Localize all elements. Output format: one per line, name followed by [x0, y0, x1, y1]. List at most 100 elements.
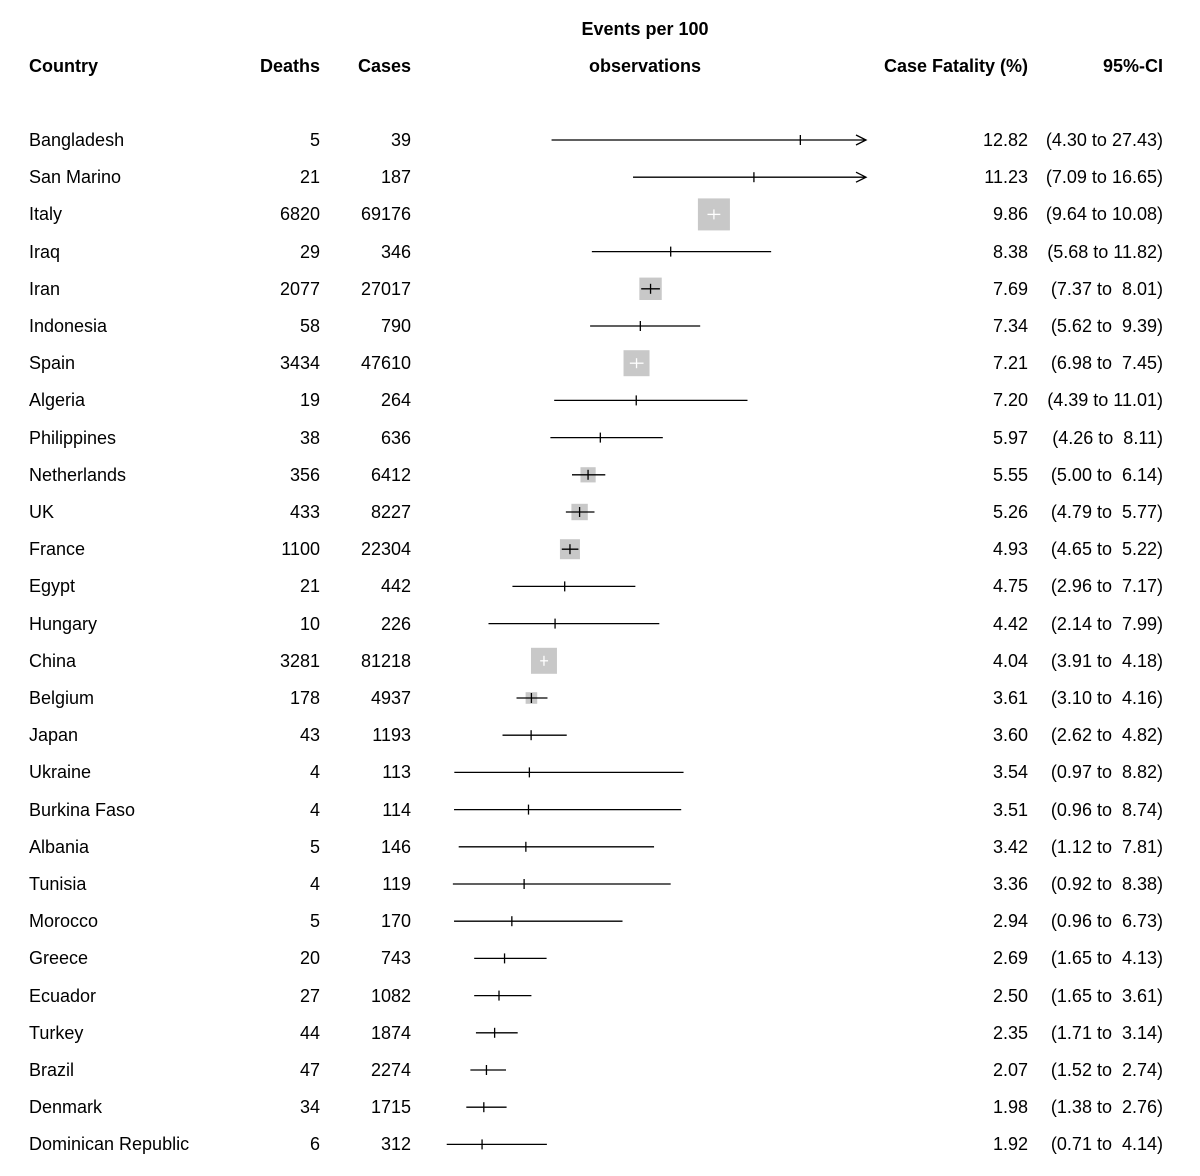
ci-value: (4.39 to 11.01) [1047, 390, 1163, 411]
case-fatality-value: 7.21 [992, 353, 1028, 374]
cases-value: 8227 [370, 502, 411, 522]
cases-value: 1715 [370, 1097, 411, 1118]
case-fatality-value: 2.50 [992, 985, 1028, 1006]
cases-value: 442 [380, 576, 411, 597]
deaths-value: 38 [299, 427, 320, 448]
case-fatality-value: 5.97 [992, 427, 1028, 448]
deaths-value: 3281 [279, 650, 320, 671]
country-label: Brazil [29, 1060, 75, 1080]
country-label: Italy [29, 204, 63, 225]
ci-value: (3.10 to 4.16) [1045, 688, 1163, 708]
case-fatality-value: 3.36 [992, 874, 1028, 894]
case-fatality-value: 2.94 [992, 911, 1028, 932]
cases-value: 119 [382, 874, 411, 894]
ci-value: (1.65 to 4.13) [1045, 948, 1163, 969]
deaths-value: 6 [309, 1134, 320, 1155]
case-fatality-value: 3.54 [992, 762, 1028, 783]
country-label: Turkey [29, 1022, 84, 1043]
deaths-value: 27 [299, 985, 320, 1006]
ci-value: (1.71 to 3.14) [1045, 1022, 1163, 1043]
country-label: Egypt [29, 576, 76, 597]
header-plot-line1: Events per 100 [581, 19, 709, 39]
country-label: Japan [29, 725, 79, 746]
cases-value: 6412 [370, 464, 411, 485]
deaths-value: 10 [299, 613, 320, 634]
deaths-value: 44 [299, 1022, 320, 1043]
case-fatality-value: 4.42 [992, 613, 1028, 634]
country-label: Denmark [29, 1097, 103, 1118]
cases-value: 2274 [370, 1060, 411, 1080]
ci-value: (6.98 to 7.45) [1045, 353, 1163, 374]
case-fatality-value: 7.34 [992, 316, 1028, 336]
country-label: Netherlands [29, 464, 127, 485]
ci-arrow [855, 171, 868, 183]
ci-value: (4.26 to 8.11) [1047, 427, 1163, 448]
case-fatality-value: 2.69 [992, 948, 1028, 969]
case-fatality-value: 8.38 [992, 241, 1028, 262]
country-label: Indonesia [29, 316, 108, 336]
case-fatality-value: 4.04 [992, 650, 1028, 671]
ci-value: (1.52 to 2.74) [1045, 1060, 1163, 1080]
case-fatality-value: 12.82 [982, 130, 1028, 150]
deaths-value: 5 [309, 130, 320, 150]
deaths-value: 43 [299, 725, 320, 746]
deaths-value: 2077 [279, 278, 320, 299]
cases-value: 1082 [370, 985, 411, 1006]
deaths-value: 4 [309, 874, 320, 894]
cases-value: 1193 [372, 725, 411, 746]
cases-value: 264 [380, 390, 411, 411]
ci-value: (0.92 to 8.38) [1045, 874, 1163, 894]
ci-value: (9.64 to 10.08) [1045, 204, 1163, 225]
cases-value: 346 [380, 241, 411, 262]
cases-value: 187 [380, 167, 411, 188]
case-fatality-value: 3.60 [992, 725, 1028, 746]
cases-value: 47610 [360, 353, 411, 374]
case-fatality-value: 11.23 [984, 167, 1028, 188]
deaths-value: 3434 [279, 353, 320, 374]
header-country: Country [29, 56, 98, 76]
deaths-value: 4 [309, 762, 320, 783]
country-label: Ecuador [29, 985, 97, 1006]
ci-value: (4.65 to 5.22) [1045, 539, 1163, 560]
ci-value: (2.62 to 4.82) [1045, 725, 1163, 746]
country-label: Algeria [29, 390, 86, 411]
country-label: Ukraine [29, 762, 92, 783]
cases-value: 743 [380, 948, 411, 969]
case-fatality-value: 1.98 [992, 1097, 1028, 1118]
cases-value: 39 [390, 130, 411, 150]
country-label: San Marino [29, 167, 122, 188]
country-label: Bangladesh [29, 130, 125, 150]
country-label: China [29, 650, 77, 671]
case-fatality-value: 5.26 [992, 502, 1028, 522]
country-label: Greece [29, 948, 89, 969]
case-fatality-value: 3.42 [992, 836, 1028, 857]
deaths-value: 34 [299, 1097, 320, 1118]
cases-value: 113 [382, 762, 411, 783]
header-deaths: Deaths [259, 56, 320, 76]
deaths-value: 5 [309, 911, 320, 932]
deaths-value: 19 [299, 390, 320, 411]
country-label: Belgium [29, 688, 95, 708]
deaths-value: 1100 [281, 539, 320, 560]
cases-value: 1874 [370, 1022, 411, 1043]
country-label: Tunisia [29, 874, 87, 894]
deaths-value: 178 [289, 688, 320, 708]
deaths-value: 433 [289, 502, 320, 522]
ci-value: (0.97 to 8.82) [1045, 762, 1163, 783]
ci-value: (1.38 to 2.76) [1045, 1097, 1163, 1118]
country-label: Iran [29, 278, 61, 299]
country-label: Philippines [29, 427, 117, 448]
ci-value: (4.79 to 5.77) [1045, 502, 1163, 522]
cases-value: 4937 [370, 688, 411, 708]
cases-value: 636 [380, 427, 411, 448]
ci-value: (5.68 to 11.82) [1047, 241, 1163, 262]
deaths-value: 21 [299, 576, 320, 597]
cases-value: 312 [380, 1134, 411, 1155]
cases-value: 790 [380, 316, 411, 336]
ci-value: (1.12 to 7.81) [1045, 836, 1163, 857]
country-label: UK [29, 502, 55, 522]
country-label: Spain [29, 353, 76, 374]
header-plot-line2: observations [588, 56, 702, 76]
case-fatality-value: 3.61 [992, 688, 1028, 708]
ci-value: (2.14 to 7.99) [1045, 613, 1163, 634]
